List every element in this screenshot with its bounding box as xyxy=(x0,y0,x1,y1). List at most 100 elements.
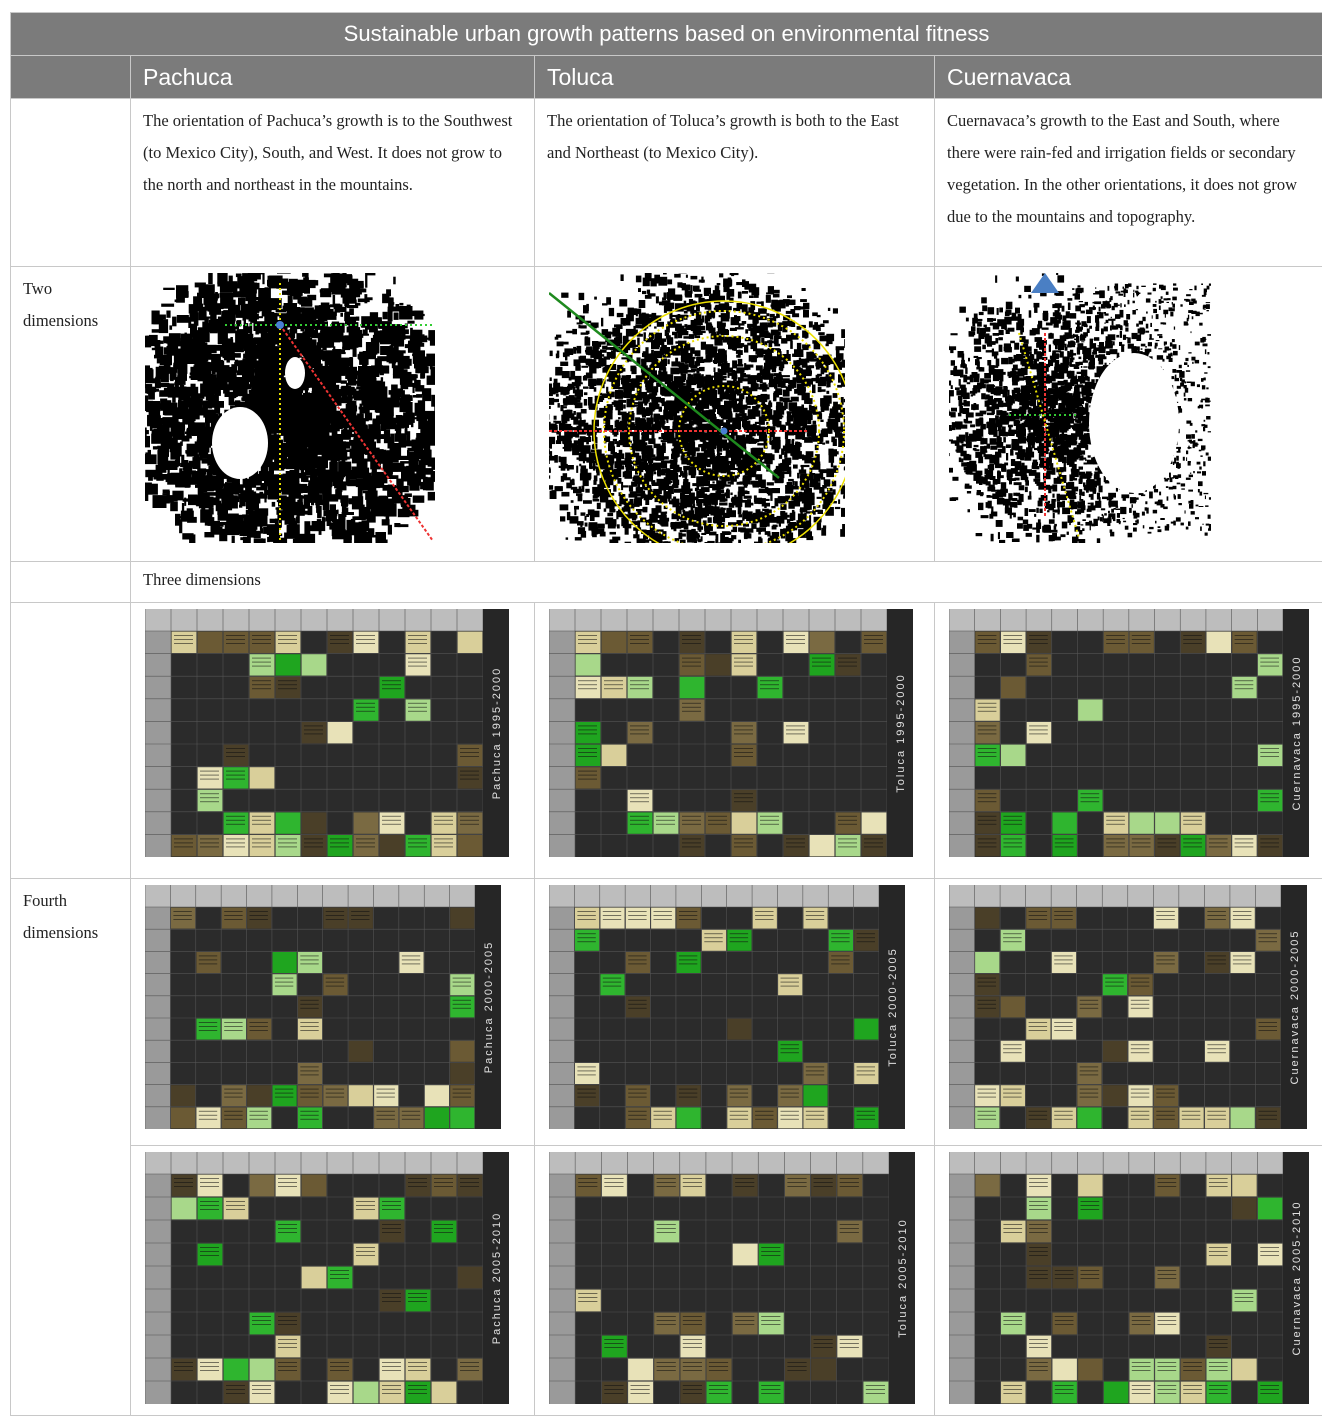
matrix-cell xyxy=(328,677,353,698)
matrix-cell xyxy=(829,1063,853,1084)
map-cuernavaca xyxy=(949,273,1211,543)
matrix-cell xyxy=(349,930,373,951)
matrix-cell xyxy=(1001,767,1026,788)
matrix-cell xyxy=(732,632,757,653)
matrix-cell xyxy=(680,1244,705,1266)
matrix-cell xyxy=(1078,790,1103,811)
matrix-cell xyxy=(602,1359,627,1381)
matrix-cell xyxy=(1155,745,1180,766)
matrix-cell xyxy=(626,1041,650,1062)
matrix-cell xyxy=(323,1085,347,1106)
matrix-cell xyxy=(753,974,777,995)
matrix-cell xyxy=(302,1382,327,1404)
matrix-cell xyxy=(680,632,705,653)
matrix-cell xyxy=(1078,745,1103,766)
matrix-cell xyxy=(380,1267,405,1289)
matrix-cell xyxy=(654,812,679,833)
matrix-cell xyxy=(1129,745,1154,766)
matrix-cell xyxy=(600,930,624,951)
matrix-cell xyxy=(250,699,275,720)
matrix-cell xyxy=(803,996,827,1017)
matrix-cell xyxy=(654,1267,679,1289)
matrix-cell xyxy=(250,835,275,856)
matrix-cell xyxy=(854,1063,878,1084)
matrix-cell xyxy=(406,812,431,833)
matrix-period-label: Toluca 1995-2000 xyxy=(895,673,907,792)
matrix-cell xyxy=(600,1041,624,1062)
matrix-cell xyxy=(196,1063,220,1084)
matrix-cell xyxy=(354,722,379,743)
matrix-cell xyxy=(1179,1063,1203,1084)
matrix-cell xyxy=(349,1041,373,1062)
row-label-three-dimensions: Three dimensions xyxy=(131,562,1322,603)
matrix-cell xyxy=(836,835,861,856)
matrix-cell xyxy=(1026,908,1050,929)
matrix-cell xyxy=(432,1359,457,1381)
matrix-cell xyxy=(276,632,301,653)
matrix-cell xyxy=(1128,930,1152,951)
matrix-cell xyxy=(224,1175,249,1197)
matrix-cell xyxy=(1155,1336,1180,1358)
matrix-cell xyxy=(273,1085,297,1106)
matrix-cell xyxy=(680,1382,705,1404)
matrix-cell xyxy=(224,835,249,856)
matrix-cell xyxy=(1155,812,1180,833)
matrix-cell xyxy=(198,835,223,856)
matrix-cell xyxy=(727,952,751,973)
matrix-cell xyxy=(680,677,705,698)
open-land xyxy=(1089,353,1179,493)
matrix-cell xyxy=(600,1107,624,1128)
matrix-cell xyxy=(276,1198,301,1220)
matrix-cell xyxy=(1001,930,1025,951)
matrix-cell xyxy=(862,632,887,653)
matrix-cell xyxy=(302,1336,327,1358)
matrix-cell xyxy=(602,1382,627,1404)
matrix-cell xyxy=(432,835,457,856)
matrix-cell xyxy=(458,1267,483,1289)
matrix-cell xyxy=(975,1313,1000,1335)
matrix-cell xyxy=(432,745,457,766)
matrix-cell xyxy=(374,996,398,1017)
matrix-cell xyxy=(1001,1313,1026,1335)
matrix-cell xyxy=(172,745,197,766)
matrix-cell xyxy=(302,699,327,720)
matrix-cell xyxy=(406,699,431,720)
matrix-cell xyxy=(651,1019,675,1040)
matrix-cell xyxy=(276,1382,301,1404)
matrix-cell xyxy=(1129,1336,1154,1358)
matrix-cell xyxy=(450,996,474,1017)
matrix-cell xyxy=(1052,835,1077,856)
matrix-cell xyxy=(354,1359,379,1381)
matrix-cell xyxy=(654,1382,679,1404)
matrix-cell xyxy=(1207,1382,1232,1404)
matrix-cell xyxy=(785,1267,810,1289)
matrix-cell xyxy=(628,767,653,788)
matrix-cell xyxy=(450,952,474,973)
matrix-cell xyxy=(1077,908,1101,929)
matrix-cell xyxy=(1027,767,1052,788)
matrix-cell xyxy=(576,1359,601,1381)
matrix-cell xyxy=(302,632,327,653)
matrix-cell xyxy=(784,632,809,653)
matrix-cell xyxy=(854,996,878,1017)
matrix-cell xyxy=(406,790,431,811)
matrix-cell xyxy=(1001,1244,1026,1266)
matrix-cell xyxy=(380,1382,405,1404)
matrix-cell xyxy=(450,1019,474,1040)
matrix-cell xyxy=(1232,1336,1257,1358)
matrix-cell xyxy=(975,1221,1000,1243)
matrix-cell xyxy=(707,1175,732,1197)
matrix-cell xyxy=(758,654,783,675)
matrix-cell xyxy=(380,1221,405,1243)
matrix-cell xyxy=(1231,996,1255,1017)
matrix-cell xyxy=(1077,930,1101,951)
matrix-cell xyxy=(1078,767,1103,788)
matrix-cell xyxy=(837,1359,862,1381)
map-toluca-cell xyxy=(535,267,935,562)
matrix-cell xyxy=(1103,1107,1127,1128)
matrix-cell xyxy=(172,835,197,856)
matrix-cell xyxy=(1207,745,1232,766)
matrix-cell xyxy=(1001,835,1026,856)
matrix-cell xyxy=(602,767,627,788)
matrix-cell xyxy=(576,632,601,653)
